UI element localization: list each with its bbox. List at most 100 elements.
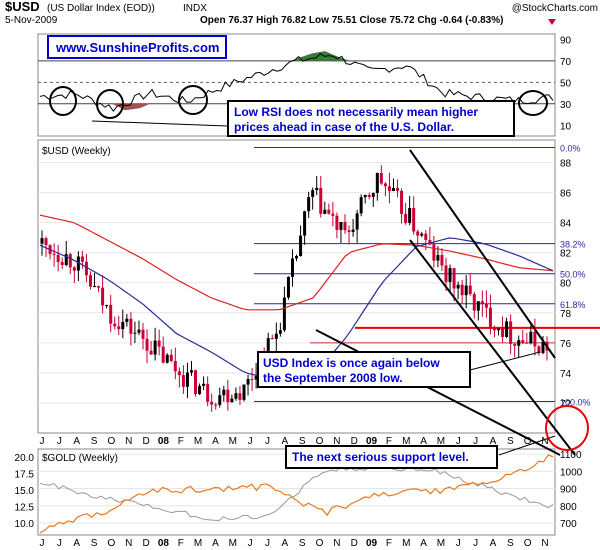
candle-body [307,196,311,212]
support-annotation-box [285,445,498,469]
x-tick-label: A [212,436,219,447]
candle-body [60,261,64,266]
x-tick-label: 09 [366,436,378,447]
fibonacci-label: 0.0% [560,144,581,154]
gold-right-tick: 700 [560,519,577,530]
x-tick-label: D [351,436,358,447]
candle-body [517,340,521,346]
candle-body [387,186,391,192]
candle-body [408,208,412,223]
candle-body [137,329,141,333]
candle-body [319,187,323,214]
url-box [47,35,227,59]
candle-body [456,284,460,289]
candle-body [173,361,177,372]
candle-body [513,343,517,346]
chart-name: (US Dollar Index (EOD)) [47,3,155,14]
candle-body [145,338,149,351]
x-tick-label: S [507,436,514,447]
x-tick-label: J [248,436,253,447]
candle-body [295,256,299,259]
rsi-tick-label: 70 [560,57,572,68]
gold-right-tick: 1100 [560,450,582,461]
channel-upper-line [409,149,556,359]
candle-body [355,213,359,230]
support-circle [545,405,589,451]
candle-body [323,209,327,214]
rsi-circle-2 [96,89,124,119]
candle-body [234,393,238,399]
rsi-circle-4 [518,90,548,116]
candle-body [274,333,278,339]
candle-body [412,208,416,232]
candle-body [440,254,444,266]
x-tick-label-bottom: O [107,538,115,549]
fibonacci-label: 100.0% [560,397,591,407]
candle-body [206,383,210,402]
candle-body [250,379,254,381]
gold-left-tick: 10.0 [15,519,35,530]
x-tick-label: O [107,436,115,447]
x-tick-label-bottom: D [142,538,149,549]
usd-tick-label: 88 [560,159,572,170]
x-tick-label-bottom: J [265,538,270,549]
candle-body [404,213,408,223]
candle-body [315,187,319,191]
usd-tick-label: 72 [560,399,572,410]
candle-body [68,254,72,268]
gold-left-tick: 20.0 [15,453,35,464]
x-tick-label-bottom: M [194,538,202,549]
x-tick-label-bottom: A [420,538,427,549]
candle-body [254,376,258,380]
candle-body [129,318,133,334]
candle-body [113,323,117,327]
x-tick-label: J [265,436,270,447]
candle-body [198,385,202,395]
rsi-layer [39,51,554,112]
chart-exchange: INDX [183,3,207,14]
candle-body [210,401,214,405]
usd-panel-title: $USD (Weekly) [42,146,111,157]
candle-body [101,287,105,306]
rsi-annotation-box [227,100,515,137]
candle-body [290,258,294,277]
candle-body [303,211,307,236]
rsi-circle-1 [49,86,77,116]
x-tick-label-bottom: J [473,538,478,549]
x-tick-label: M [194,436,202,447]
x-tick-label: M [437,436,445,447]
x-tick-label: N [333,436,340,447]
x-tick-label-bottom: N [125,538,132,549]
gold-right-tick: 800 [560,502,577,513]
candle-body [222,389,226,396]
candle-body [331,213,335,216]
candle-body [76,256,80,271]
usd-annotation-line-2: the September 2008 low. [263,371,403,385]
candle-body [367,195,371,197]
candle-body [464,285,468,296]
candle-body [428,239,432,245]
candle-body [383,183,387,187]
rsi-oversold-fill [112,103,150,111]
x-tick-label-bottom: 08 [158,538,170,549]
candle-body [391,187,395,192]
candle-body [335,215,339,230]
x-tick-label: F [178,436,184,447]
candle-body [270,338,274,340]
gold-left-tick: 12.5 [15,503,35,514]
candle-body [165,354,169,363]
candle-body [476,301,480,311]
support-pointer-line [498,435,556,456]
x-tick-label: J [456,436,461,447]
x-tick-label-bottom: J [456,538,461,549]
candle-body [64,254,68,266]
x-tick-label-bottom: A [73,538,80,549]
x-tick-label: M [402,436,410,447]
candle-body [242,384,246,400]
candle-body [484,303,488,308]
url-text: www.SunshineProfits.com [55,40,219,55]
fibonacci-label: 38.2% [560,240,586,250]
candle-body [56,254,60,262]
x-tick-label: O [524,436,532,447]
candle-body [189,370,193,373]
